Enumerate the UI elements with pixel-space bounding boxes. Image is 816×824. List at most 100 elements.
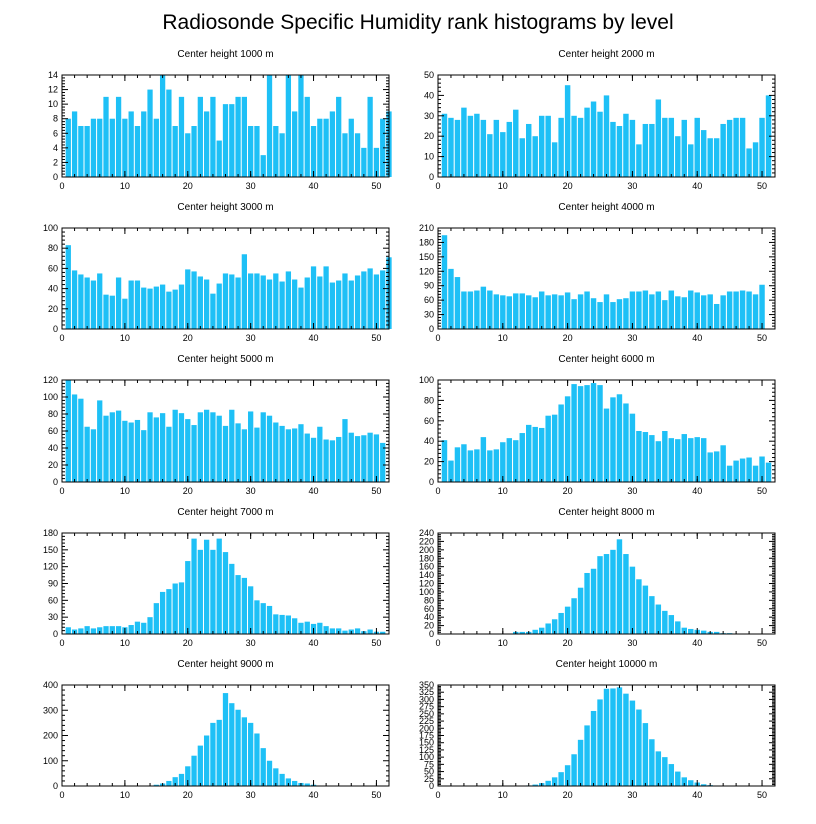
y-tick-label: 160: [419, 562, 434, 572]
bar: [675, 439, 681, 482]
y-tick-label: 200: [419, 723, 434, 733]
bar: [153, 603, 159, 634]
y-tick-label: 0: [53, 629, 58, 639]
bar: [694, 437, 700, 482]
bar: [655, 99, 662, 177]
bar: [248, 586, 254, 634]
bar: [222, 693, 229, 786]
bar: [675, 771, 681, 786]
bar: [513, 440, 519, 482]
bar: [558, 404, 564, 482]
bar: [448, 268, 454, 329]
bar: [441, 440, 448, 482]
bar: [707, 294, 713, 329]
x-tick-label: 20: [563, 181, 573, 191]
y-tick-label: 0: [429, 477, 434, 487]
bar: [361, 147, 367, 177]
bar: [342, 273, 348, 329]
bar: [141, 430, 147, 482]
bar: [122, 298, 128, 329]
bar: [558, 772, 564, 786]
bar: [590, 101, 597, 177]
bar: [310, 437, 317, 482]
x-tick-label: 20: [183, 181, 193, 191]
bar: [713, 451, 720, 482]
bar: [128, 111, 134, 177]
bar: [519, 631, 525, 634]
bar: [147, 89, 153, 177]
bar: [273, 126, 279, 177]
panel-title: Center height 10000 m: [556, 659, 658, 670]
bar: [241, 717, 247, 786]
bar: [342, 630, 348, 634]
bar: [441, 235, 448, 329]
bar: [597, 385, 603, 482]
y-tick-label: 300: [43, 705, 58, 715]
bar: [266, 415, 273, 482]
bar: [526, 424, 532, 482]
bar: [642, 585, 649, 634]
bar: [474, 113, 480, 177]
y-tick-label: 20: [424, 621, 434, 631]
bar: [285, 615, 292, 634]
bar: [298, 75, 304, 177]
y-tick-label: 200: [419, 545, 434, 555]
y-tick-label: 0: [53, 324, 58, 334]
bar: [526, 295, 532, 329]
x-tick-label: 10: [498, 486, 508, 496]
y-tick-label: 0: [53, 172, 58, 182]
x-tick-label: 10: [498, 638, 508, 648]
bar: [675, 136, 681, 177]
y-tick-label: 20: [48, 304, 58, 314]
bar: [141, 622, 147, 634]
bar: [571, 384, 577, 482]
y-tick-label: 100: [43, 392, 58, 402]
bar: [681, 777, 687, 786]
x-tick-label: 50: [757, 333, 767, 343]
bar: [493, 449, 500, 482]
bar: [623, 298, 629, 329]
bar: [733, 460, 739, 482]
bar: [178, 96, 185, 177]
bar: [448, 460, 454, 482]
chart-panel-8: Center height 8000 m0 10 20 30 40 50020406080…: [419, 507, 776, 648]
bar: [147, 617, 153, 634]
bar: [348, 432, 354, 482]
bar: [216, 415, 222, 482]
bar: [128, 625, 134, 634]
bar: [636, 579, 642, 634]
bar: [285, 271, 292, 329]
bar: [229, 563, 235, 634]
y-tick-label: 250: [419, 709, 434, 719]
chart-panel-9: Center height 9000 m 0 10 20 30 40 50 0 100 200 30…: [43, 659, 390, 800]
x-tick-label: 0: [435, 333, 440, 343]
bar: [292, 618, 298, 634]
bar: [241, 254, 247, 329]
bar: [474, 449, 480, 482]
bar: [616, 394, 623, 482]
bar: [172, 126, 178, 177]
bar: [279, 133, 285, 177]
y-tick-label: 100: [419, 752, 434, 762]
bar: [642, 723, 649, 786]
bar: [90, 280, 97, 329]
y-tick-label: 350: [419, 680, 434, 690]
bar: [203, 279, 210, 329]
bar: [97, 400, 103, 482]
x-tick-label: 40: [692, 333, 702, 343]
bar: [128, 280, 134, 329]
bar: [323, 626, 329, 634]
bar: [739, 290, 746, 329]
y-tick-label: 40: [424, 436, 434, 446]
bar: [564, 85, 571, 177]
bar: [329, 440, 336, 482]
bar: [84, 426, 90, 482]
bar: [273, 614, 279, 634]
bar: [329, 628, 336, 634]
bar: [191, 425, 197, 482]
y-tick-label: 10: [424, 152, 434, 162]
bar: [564, 765, 571, 786]
bar: [134, 280, 141, 329]
bar: [467, 450, 474, 482]
bar: [109, 412, 115, 482]
